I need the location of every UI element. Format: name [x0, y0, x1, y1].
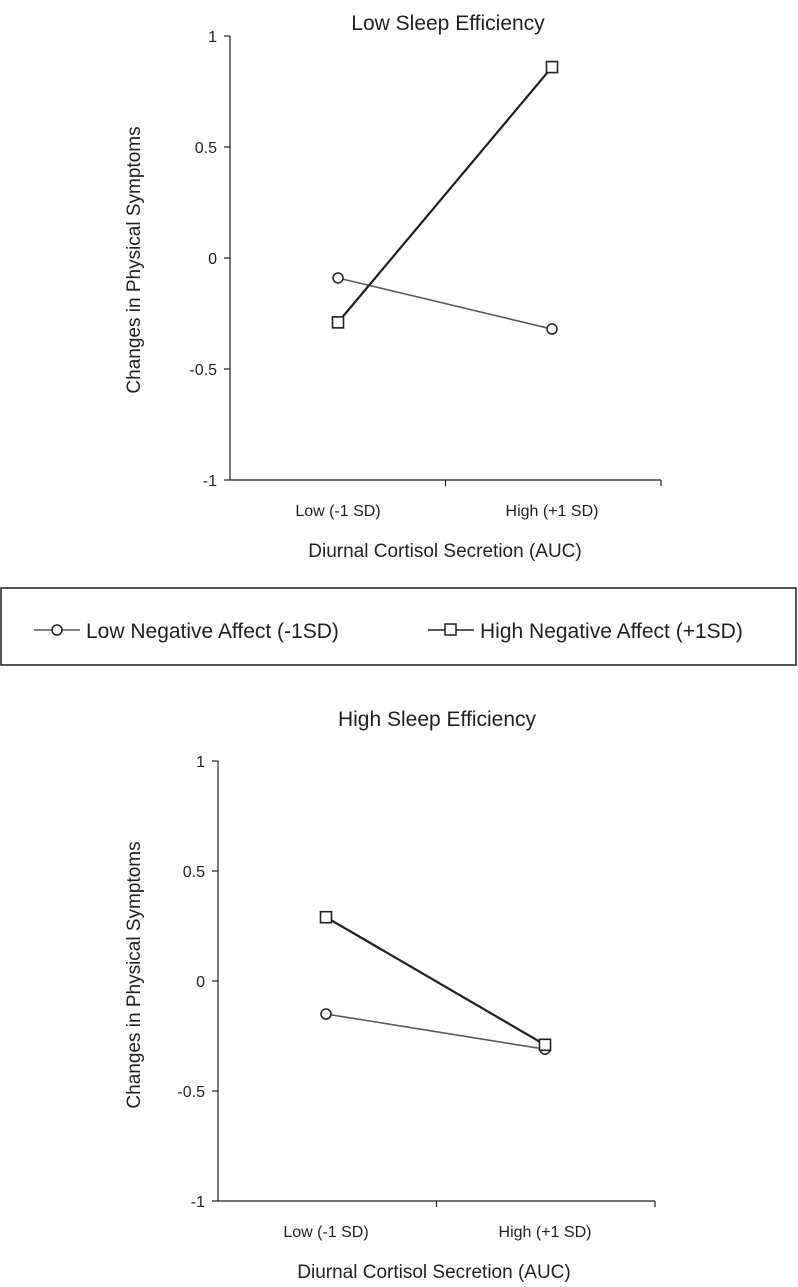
series-line-square: [337, 66, 553, 324]
data-point-square: [319, 910, 333, 924]
y-tick-label: 0.5: [183, 864, 205, 881]
y-tick-label: 0: [208, 251, 217, 268]
legend-entry-high-negative-affect: High Negative Affect (+1SD): [428, 620, 743, 643]
y-tick-label: 0: [196, 974, 205, 991]
series-line-circle: [325, 1013, 546, 1050]
y-axis-title: Changes in Physical Symptoms: [124, 126, 145, 393]
x-axis-title: Diurnal Cortisol Secretion (AUC): [297, 1262, 570, 1283]
y-tick-label: 1: [196, 754, 205, 771]
x-tick-label-high: High (+1 SD): [506, 503, 599, 520]
y-tick-label: -0.5: [177, 1084, 205, 1101]
chart-low-sleep-efficiency: Low Sleep Efficiency Changes in Physical…: [124, 12, 662, 562]
series-line-circle: [337, 277, 553, 330]
data-point-circle: [332, 272, 344, 284]
legend-label-low: Low Negative Affect (-1SD): [86, 620, 339, 643]
chart-title: High Sleep Efficiency: [338, 708, 537, 731]
chart-title: Low Sleep Efficiency: [351, 12, 545, 35]
chart-high-sleep-efficiency: High Sleep Efficiency Changes in Physica…: [124, 708, 656, 1283]
y-tick-label: 0.5: [195, 140, 217, 157]
series-line-square: [325, 916, 546, 1046]
y-tick-label: -0.5: [189, 362, 217, 379]
y-tick-label: 1: [208, 29, 217, 46]
data-point-square: [545, 60, 559, 74]
x-tick-label-low: Low (-1 SD): [295, 503, 380, 520]
y-tick-label: -1: [191, 1194, 205, 1211]
legend: Low Negative Affect (-1SD) High Negative…: [0, 587, 797, 666]
data-point-circle: [546, 323, 558, 335]
data-point-square: [538, 1038, 552, 1052]
x-tick-label-low: Low (-1 SD): [283, 1224, 368, 1241]
legend-entry-low-negative-affect: Low Negative Affect (-1SD): [34, 620, 339, 643]
data-point-square: [331, 316, 345, 329]
legend-circle-marker-icon: [51, 624, 63, 636]
data-point-circle: [320, 1008, 332, 1020]
x-tick-label-high: High (+1 SD): [499, 1224, 592, 1241]
legend-square-marker-icon: [444, 623, 457, 636]
y-axis-title: Changes in Physical Symptoms: [124, 841, 145, 1108]
legend-label-high: High Negative Affect (+1SD): [480, 620, 743, 643]
legend-box: [0, 587, 797, 666]
y-tick-label: -1: [203, 473, 217, 490]
x-axis-title: Diurnal Cortisol Secretion (AUC): [308, 541, 581, 562]
